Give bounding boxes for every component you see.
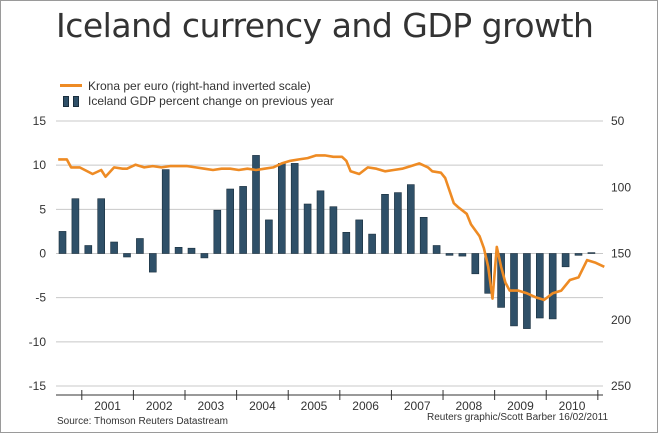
left-tick-label: 5 xyxy=(39,202,46,216)
x-tick-label: 2002 xyxy=(146,399,173,413)
gdp-bar xyxy=(123,253,131,258)
gdp-bar xyxy=(277,163,286,254)
x-tick-label: 2003 xyxy=(197,399,224,413)
right-tick-label: 150 xyxy=(611,247,631,261)
gdp-bar xyxy=(394,192,402,254)
legend-label-krona: Krona per euro (right-hand inverted scal… xyxy=(88,78,311,93)
gdp-bar xyxy=(587,252,596,254)
legend-label-gdp: Iceland GDP percent change on previous y… xyxy=(88,93,334,108)
krona-line-group xyxy=(58,154,605,302)
gdp-bar xyxy=(406,184,415,254)
credit-note: Reuters graphic/Scott Barber 16/02/2011 xyxy=(427,412,609,423)
legend-line-swatch xyxy=(60,84,82,87)
x-tick-label: 2010 xyxy=(559,399,586,413)
x-tick-label: 2004 xyxy=(249,399,276,413)
gdp-bar xyxy=(290,163,299,254)
gdp-bar xyxy=(58,231,67,254)
gdp-bar xyxy=(381,194,389,254)
left-tick-label: -10 xyxy=(29,335,47,349)
gdp-bar xyxy=(329,206,338,254)
gdp-bar xyxy=(548,253,557,320)
left-tick-label: 15 xyxy=(33,114,47,128)
gdp-bar xyxy=(419,217,428,254)
legend-item-gdp: Iceland GDP percent change on previous y… xyxy=(60,93,334,108)
gdp-bar xyxy=(355,219,364,254)
legend-bar-swatch xyxy=(60,95,82,107)
x-tick-label: 2007 xyxy=(404,399,431,413)
left-tick-label: 0 xyxy=(39,247,46,261)
right-tick-label: 200 xyxy=(611,313,631,327)
gdp-bar xyxy=(200,253,209,259)
x-tick-label: 2008 xyxy=(455,399,482,413)
gdp-bar xyxy=(213,209,222,254)
gdp-bar xyxy=(535,253,544,319)
left-tick-label: 10 xyxy=(33,158,47,172)
gdp-bar xyxy=(187,247,196,254)
x-tick-label: 2006 xyxy=(352,399,379,413)
right-tick-label: 50 xyxy=(611,114,625,128)
gdp-bar xyxy=(161,169,170,254)
gdp-bars xyxy=(58,155,596,329)
gdp-bar xyxy=(136,238,144,254)
gdp-bar xyxy=(252,155,260,254)
gdp-bar xyxy=(574,253,583,256)
right-tick-label: 100 xyxy=(611,180,631,194)
gdp-bar xyxy=(458,253,467,257)
gdp-bar xyxy=(97,198,105,254)
x-tick-label: 2009 xyxy=(507,399,534,413)
gdp-bar xyxy=(110,241,118,254)
right-tick-label: 250 xyxy=(611,379,631,393)
gdp-bar xyxy=(226,188,234,254)
x-tick-label: 2005 xyxy=(301,399,328,413)
gdp-bar xyxy=(71,198,80,254)
gdp-bar xyxy=(471,253,480,275)
gdp-bar xyxy=(445,253,454,256)
source-note: Source: Thomson Reuters Datastream xyxy=(57,416,229,427)
gdp-bar xyxy=(149,253,157,273)
gdp-bar xyxy=(368,233,376,254)
gdp-bar xyxy=(265,219,273,254)
gdp-bar xyxy=(84,245,93,254)
krona-line xyxy=(58,154,605,302)
x-tick-label: 2001 xyxy=(94,399,121,413)
gdp-bar xyxy=(561,253,570,268)
legend: Krona per euro (right-hand inverted scal… xyxy=(60,78,334,108)
gdp-bar xyxy=(303,203,312,254)
left-tick-label: -15 xyxy=(29,379,47,393)
left-tick-label: -5 xyxy=(35,291,46,305)
legend-item-krona: Krona per euro (right-hand inverted scal… xyxy=(60,78,334,93)
gdp-bar xyxy=(432,245,441,254)
gdp-bar xyxy=(174,247,183,254)
gdp-bar xyxy=(523,253,531,329)
gdp-bar xyxy=(342,232,351,254)
gdp-bar xyxy=(316,190,325,254)
chart-title: Iceland currency and GDP growth xyxy=(56,6,594,45)
gdp-bar xyxy=(239,186,247,254)
